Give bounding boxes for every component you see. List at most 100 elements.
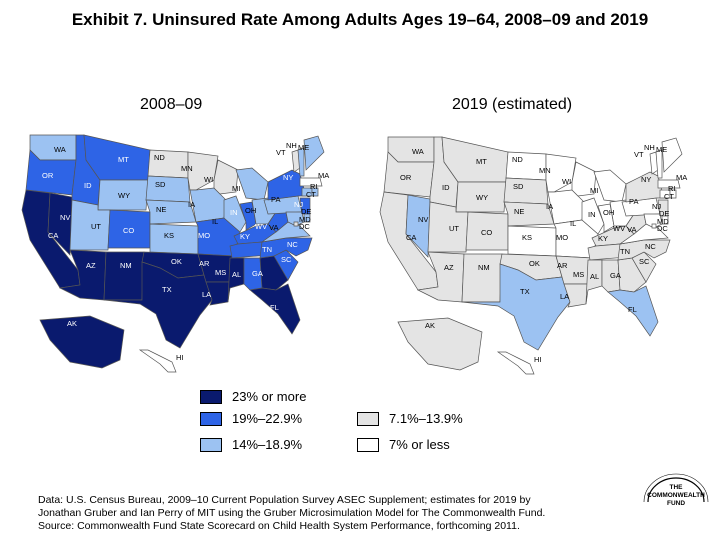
state-nv [47,192,73,256]
state-label-ak: AK [67,319,77,328]
state-label-sd: SD [513,182,524,191]
state-md [285,211,305,227]
state-label-or: OR [42,171,54,180]
state-label-ny: NY [283,173,293,182]
state-fl [249,283,301,335]
state-label-oh: OH [245,206,256,215]
state-label-ct: CT [306,190,316,199]
state-label-vt: VT [634,150,644,159]
state-la [563,283,589,308]
state-label-vt: VT [276,148,286,157]
state-label-or: OR [400,173,412,182]
map-heading-2008: 2008–09 [140,96,203,113]
state-label-co: CO [123,226,134,235]
footnote-line: Jonathan Gruber and Ian Perry of MIT usi… [38,507,546,519]
state-label-ar: AR [557,261,568,270]
state-label-ny: NY [641,175,651,184]
exhibit-title: Exhibit 7. Uninsured Rate Among Adults A… [71,10,649,29]
state-label-ri: RI [668,184,676,193]
state-label-oh: OH [603,208,614,217]
legend-item-14to18: 14%–18.9% [200,437,302,452]
state-label-nd: ND [512,155,523,164]
state-label-mo: MO [198,231,210,240]
state-mi [593,169,627,203]
state-label-dc: DC [657,224,668,233]
logo-text-line: COMMONWEALTH [647,492,705,499]
state-dc [651,223,657,229]
state-label-me: ME [298,143,309,152]
state-ne [503,201,555,227]
state-nh [297,147,305,177]
legend-swatch [200,437,222,452]
state-label-tx: TX [520,287,530,296]
state-nm [103,251,145,301]
state-label-de: DE [659,209,669,218]
state-label-va: VA [269,223,278,232]
state-label-ca: CA [48,231,58,240]
state-label-ca: CA [406,233,416,242]
state-label-nh: NH [286,141,297,150]
state-nm [461,253,503,303]
state-ma [299,177,323,187]
state-label-md: MD [657,217,669,226]
logo-text-line: THE [669,484,683,491]
state-label-ar: AR [199,259,210,268]
state-label-tx: TX [162,285,172,294]
legend-item-19to22: 19%–22.9% [200,411,302,426]
legend-label: 7% or less [389,437,450,452]
state-nh [655,149,663,179]
state-label-nm: NM [478,263,490,272]
state-label-sd: SD [155,180,166,189]
legend-item-23plus: 23% or more [200,389,306,404]
state-label-mn: MN [181,164,193,173]
state-label-nh: NH [644,143,655,152]
state-label-dc: DC [299,222,310,231]
state-label-il: IL [212,217,218,226]
state-de [303,213,311,223]
state-dc [293,221,299,227]
state-label-ut: UT [91,222,101,231]
state-label-wy: WY [476,193,488,202]
state-ri [669,189,677,199]
state-label-ut: UT [449,224,459,233]
state-label-az: AZ [444,263,454,272]
state-label-id: ID [442,183,450,192]
state-ri [311,187,319,197]
legend-swatch [357,437,379,452]
state-label-ga: GA [252,269,263,278]
state-label-mt: MT [118,155,129,164]
state-nc [259,237,313,259]
state-de [661,215,669,225]
state-label-wv: WV [613,224,625,233]
state-label-ma: MA [318,171,329,180]
state-label-de: DE [301,207,311,216]
logo-text-line: FUND [666,500,686,507]
legend-label: 19%–22.9% [232,411,303,426]
state-label-ne: NE [156,205,166,214]
state-ms [227,257,245,303]
state-me [661,137,683,173]
state-label-nv: NV [418,215,428,224]
state-nc [617,239,671,261]
state-label-ga: GA [610,271,621,280]
state-label-hi: HI [534,355,542,364]
state-in [239,201,257,231]
state-label-mi: MI [232,184,240,193]
state-fl [607,285,659,337]
state-label-la: LA [560,292,569,301]
state-label-hi: HI [176,353,184,362]
legend-label: 14%–18.9% [232,437,303,452]
footnote: Data: U.S. Census Bureau, 2009–10 Curren… [38,494,618,533]
state-label-nj: NJ [294,200,303,209]
state-label-ri: RI [310,182,318,191]
state-label-nm: NM [120,261,132,270]
state-ak [397,317,483,371]
state-label-ok: OK [171,257,182,266]
state-label-nc: NC [645,242,656,251]
state-label-ky: KY [598,234,608,243]
state-label-az: AZ [86,261,96,270]
state-label-in: IN [588,210,596,219]
state-label-nc: NC [287,240,298,249]
state-sd [145,175,191,203]
state-label-wy: WY [118,191,130,200]
